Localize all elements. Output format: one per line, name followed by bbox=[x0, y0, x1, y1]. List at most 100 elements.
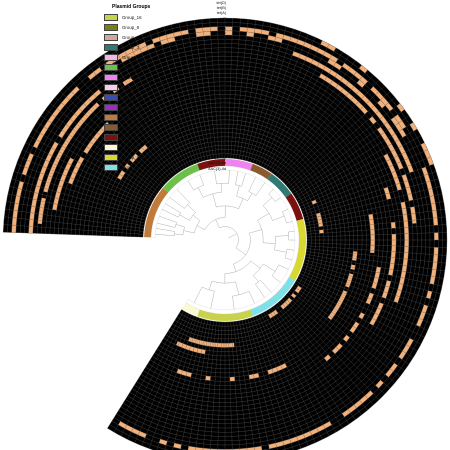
presence-cell bbox=[375, 91, 384, 100]
tree-arc bbox=[253, 263, 264, 276]
presence-cell bbox=[43, 120, 52, 130]
legend-item: Group_13 bbox=[104, 102, 170, 112]
presence-cell bbox=[120, 55, 129, 63]
presence-cell bbox=[369, 224, 375, 230]
grid-spoke bbox=[281, 80, 380, 182]
presence-cell bbox=[29, 212, 35, 220]
tree-arc bbox=[219, 226, 239, 248]
gene-label: dfrA14 bbox=[214, 37, 226, 42]
tree-branch bbox=[235, 247, 246, 255]
presence-cell bbox=[390, 222, 396, 229]
presence-cell bbox=[21, 166, 29, 176]
presence-cell bbox=[335, 84, 344, 92]
presence-cell bbox=[319, 229, 324, 234]
presence-cell bbox=[400, 271, 407, 279]
group-band bbox=[197, 159, 225, 171]
presence-cell bbox=[27, 153, 34, 162]
grid-spoke bbox=[236, 321, 255, 450]
presence-cell bbox=[429, 195, 436, 204]
presence-cell bbox=[280, 304, 286, 310]
grid-spoke bbox=[287, 292, 396, 383]
grid-spoke bbox=[134, 314, 192, 443]
presence-cell bbox=[128, 77, 134, 83]
grid-spoke bbox=[107, 51, 182, 171]
presence-cell bbox=[403, 252, 409, 260]
presence-cell bbox=[390, 116, 399, 126]
grid-spoke bbox=[210, 321, 220, 450]
legend-item: Group_7 bbox=[104, 132, 170, 142]
presence-cell bbox=[391, 133, 399, 142]
tree-branch bbox=[228, 170, 230, 184]
presence-cell bbox=[394, 155, 401, 164]
tree-arc bbox=[204, 217, 226, 230]
presence-cell bbox=[296, 285, 302, 291]
grid-spoke bbox=[304, 186, 441, 221]
grid-spoke bbox=[193, 20, 214, 159]
presence-cell bbox=[401, 208, 408, 216]
presence-cell bbox=[351, 86, 360, 94]
presence-cell bbox=[303, 431, 312, 438]
presence-cell bbox=[267, 368, 274, 375]
tree-branch bbox=[282, 208, 288, 212]
grid-spoke bbox=[201, 19, 217, 159]
grid-spoke bbox=[306, 216, 446, 232]
presence-cell bbox=[323, 51, 332, 59]
presence-cell bbox=[348, 404, 357, 413]
grid-spoke bbox=[113, 47, 185, 170]
grid-spoke bbox=[300, 270, 431, 324]
presence-cell bbox=[75, 161, 82, 169]
presence-cell bbox=[210, 26, 218, 32]
presence-cell bbox=[434, 232, 439, 240]
tree-branch bbox=[235, 171, 239, 185]
grid-spoke bbox=[299, 149, 428, 207]
gene-label: QnrB27 bbox=[212, 88, 226, 93]
grid-spoke bbox=[239, 21, 264, 160]
tree-branch bbox=[272, 215, 285, 221]
presence-cell bbox=[383, 285, 390, 293]
presence-cell bbox=[30, 205, 36, 214]
presence-cell bbox=[345, 92, 354, 101]
tree-arc bbox=[224, 260, 252, 274]
tree-branch bbox=[165, 203, 181, 214]
gene-label: ErmA2 bbox=[214, 104, 226, 109]
gene-labels: tet(D) tet(B) tet(A) sul3 sul1 qacH dfrA27 dfrA… bbox=[190, 1, 226, 172]
tree-arc bbox=[288, 231, 289, 241]
presence-cell bbox=[124, 424, 134, 432]
grid-spoke bbox=[7, 193, 145, 224]
gene-label: cmlA1 bbox=[215, 47, 226, 52]
tree-branch bbox=[179, 214, 190, 221]
presence-cell bbox=[186, 371, 192, 378]
presence-cell bbox=[374, 307, 382, 315]
grid-spoke bbox=[156, 28, 200, 163]
presence-cell bbox=[359, 76, 368, 85]
presence-cell bbox=[350, 97, 359, 105]
legend-items: Group_16 Group_9 Group_2 Group_3 Group_4 Grou… bbox=[104, 12, 170, 172]
presence-cell bbox=[196, 348, 202, 354]
grid-spoke bbox=[45, 109, 159, 192]
presence-cell bbox=[72, 166, 79, 174]
legend-swatch bbox=[104, 93, 118, 101]
presence-cell bbox=[282, 302, 288, 308]
grid-spoke bbox=[178, 22, 209, 160]
presence-cell bbox=[348, 67, 357, 76]
presence-cell bbox=[83, 98, 92, 107]
presence-cell bbox=[401, 264, 408, 272]
legend-item: Group_16 bbox=[104, 12, 170, 22]
presence-cell bbox=[195, 31, 204, 37]
tree-branch bbox=[235, 281, 240, 295]
grid-spoke bbox=[22, 149, 151, 207]
presence-cell bbox=[267, 35, 276, 42]
presence-cell bbox=[416, 318, 423, 327]
presence-cell bbox=[61, 97, 70, 106]
grid-spoke bbox=[239, 320, 263, 450]
presence-cell bbox=[319, 73, 327, 81]
presence-cell bbox=[384, 138, 392, 146]
tree-branch bbox=[275, 235, 289, 237]
grid-spoke bbox=[306, 245, 447, 256]
presence-cell bbox=[12, 210, 18, 219]
grid-spoke bbox=[250, 317, 294, 450]
presence-cell bbox=[361, 95, 370, 104]
tree-arc bbox=[257, 220, 264, 243]
grid-spoke bbox=[258, 314, 316, 443]
tree-branch bbox=[214, 170, 217, 184]
